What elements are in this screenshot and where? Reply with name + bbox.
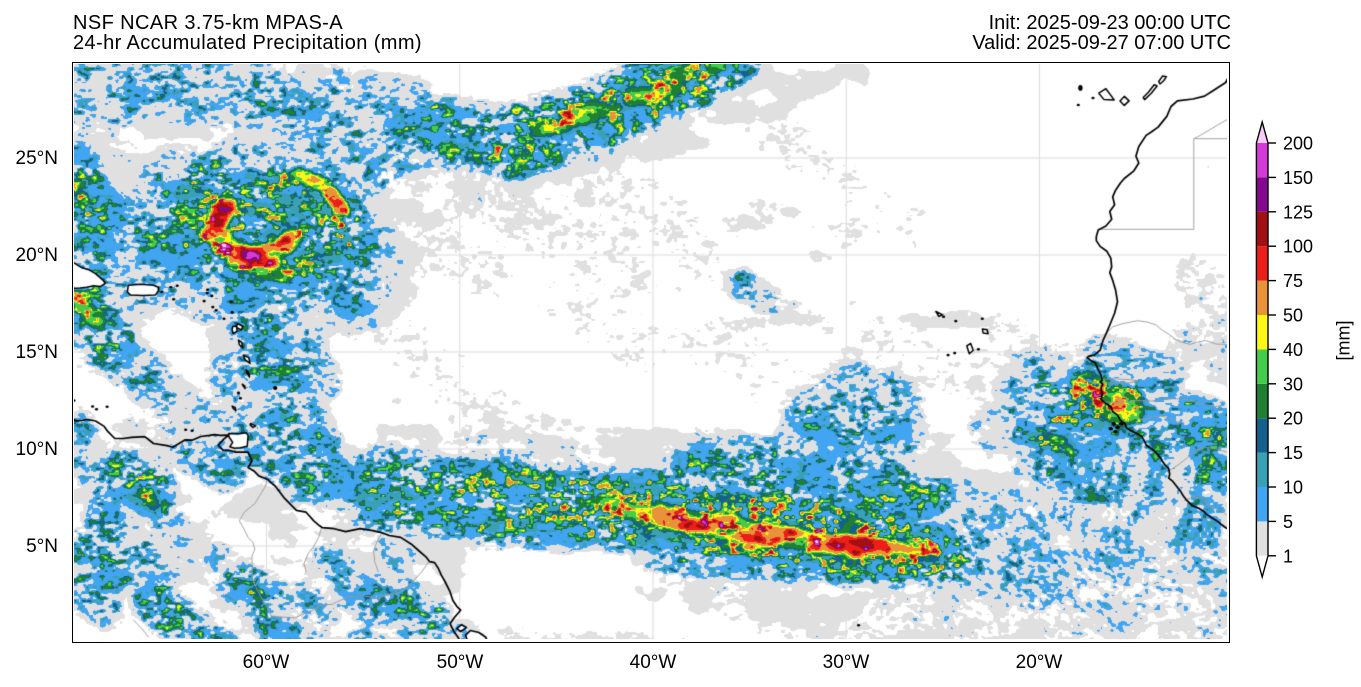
svg-text:10: 10 [1283, 478, 1303, 498]
svg-text:30: 30 [1283, 374, 1303, 394]
svg-text:125: 125 [1283, 202, 1313, 222]
svg-text:100: 100 [1283, 237, 1313, 257]
svg-text:150: 150 [1283, 168, 1313, 188]
svg-text:15: 15 [1283, 443, 1303, 463]
svg-text:1: 1 [1283, 546, 1293, 566]
svg-text:40: 40 [1283, 340, 1303, 360]
svg-text:200: 200 [1283, 134, 1313, 154]
svg-text:20: 20 [1283, 409, 1303, 429]
svg-text:75: 75 [1283, 271, 1303, 291]
svg-text:5: 5 [1283, 512, 1293, 532]
svg-text:50: 50 [1283, 306, 1303, 326]
